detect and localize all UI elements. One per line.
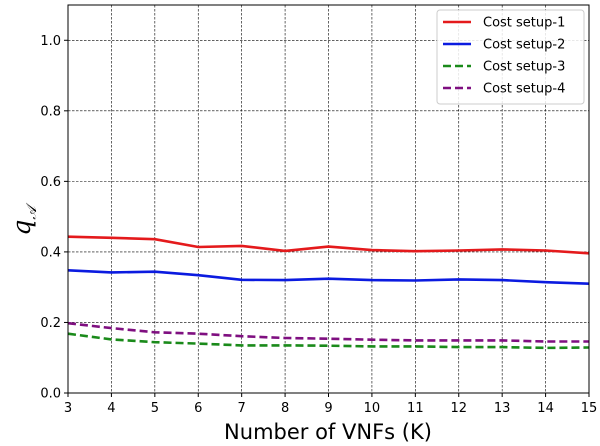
legend-label-1: Cost setup-1 — [483, 16, 565, 31]
y-tick-label: 0.2 — [40, 316, 61, 331]
x-tick-label: 3 — [64, 401, 72, 416]
x-tick-label: 14 — [537, 401, 554, 416]
series-line-4 — [67, 321, 589, 343]
x-tick-label: 5 — [151, 401, 159, 416]
x-tick-label: 4 — [107, 401, 115, 416]
legend-label-2: Cost setup-2 — [483, 38, 565, 53]
x-tick-label: 10 — [364, 401, 381, 416]
y-tick-label: 0.8 — [40, 104, 61, 119]
y-axis-label-subscript: 𝒜 — [24, 203, 40, 220]
x-tick-label: 12 — [450, 401, 467, 416]
y-tick-label: 1.0 — [40, 34, 61, 49]
legend-label-4: Cost setup-4 — [483, 82, 565, 97]
legend-label-3: Cost setup-3 — [483, 60, 565, 75]
x-axis-label: Number of VNFs (K) — [224, 420, 432, 444]
series-line-3 — [67, 332, 590, 350]
x-tick-label: 7 — [238, 401, 246, 416]
x-tick-label: 11 — [407, 401, 424, 416]
y-axis: 0.0 0.2 0.4 0.6 0.8 1.0 — [40, 34, 68, 402]
y-tick-label: 0.4 — [40, 245, 61, 260]
x-tick-label: 15 — [581, 401, 598, 416]
y-axis-label: q𝒜 — [7, 203, 40, 236]
series-line-2 — [67, 269, 590, 285]
x-tick-label: 9 — [324, 401, 332, 416]
y-tick-label: 0.0 — [40, 387, 61, 402]
legend: Cost setup-1 Cost setup-2 Cost setup-3 Cost… — [436, 9, 585, 105]
y-axis-label-base: q — [7, 220, 36, 236]
x-axis: 3 4 5 6 7 8 9 10 11 12 13 14 15 — [64, 393, 597, 416]
series-lines — [67, 235, 590, 350]
legend-box — [436, 9, 585, 105]
x-tick-label: 6 — [194, 401, 202, 416]
y-tick-label: 0.6 — [40, 175, 61, 190]
x-tick-label: 13 — [494, 401, 511, 416]
series-line-1 — [67, 235, 590, 255]
x-tick-label: 8 — [281, 401, 289, 416]
